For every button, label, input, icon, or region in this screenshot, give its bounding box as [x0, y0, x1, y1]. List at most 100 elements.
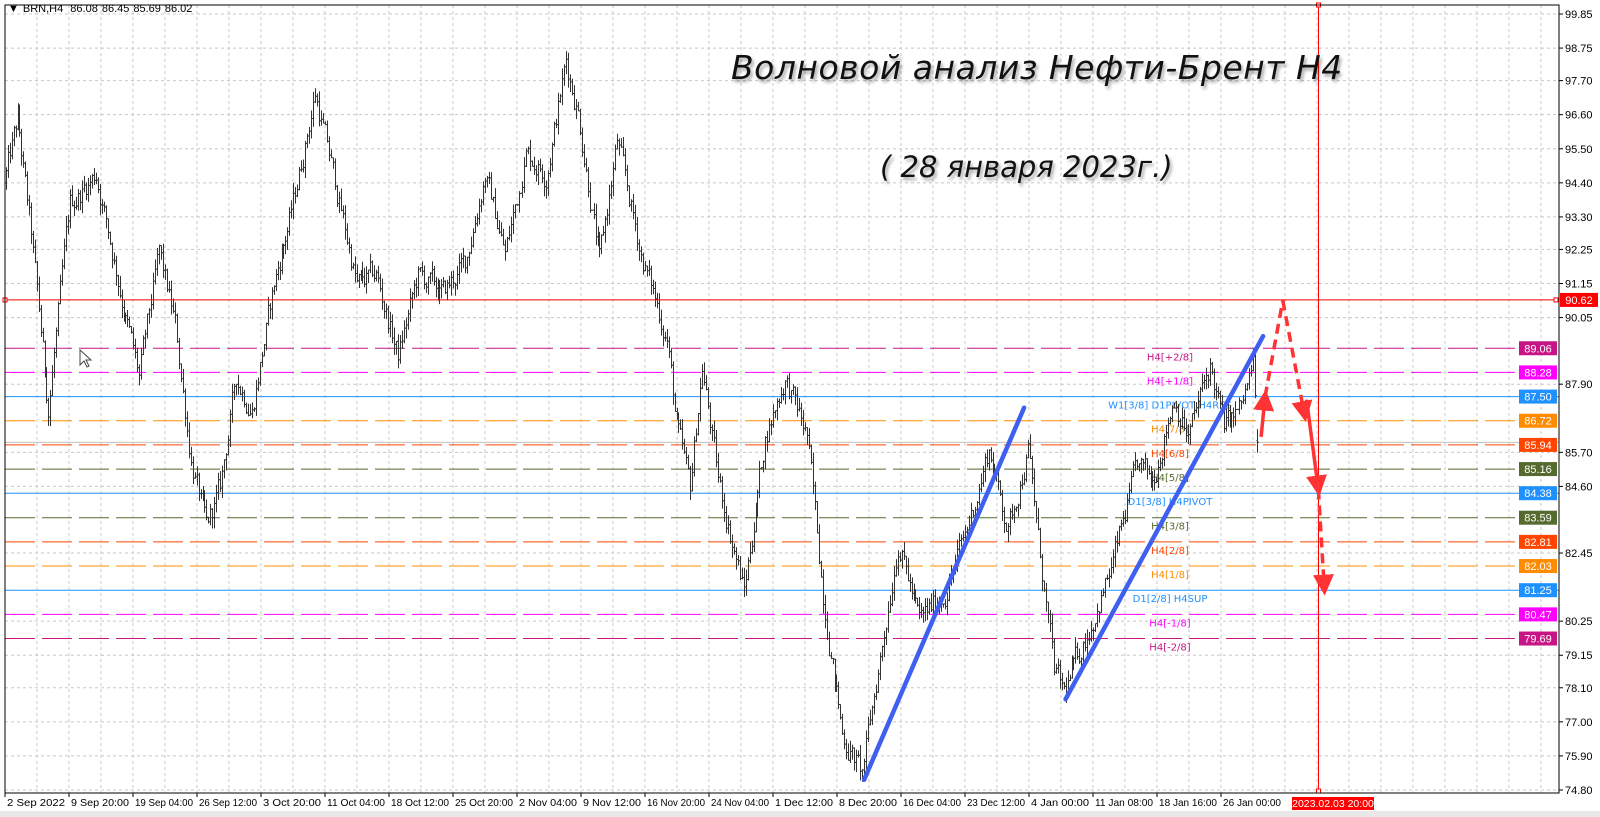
price-bar: [1108, 568, 1111, 588]
price-bar: [15, 125, 18, 138]
price-bar: [587, 167, 590, 198]
price-bar: [768, 418, 771, 443]
price-bar: [928, 598, 931, 615]
price-bar: [223, 459, 226, 479]
price-bar: [1225, 408, 1228, 432]
price-bar: [500, 222, 503, 237]
forecast-arrow[interactable]: [1304, 399, 1327, 497]
x-tick-label: 16 Dec 04:00: [903, 797, 961, 809]
price-bar: [464, 255, 467, 273]
price-bar: [365, 266, 368, 294]
price-bar: [265, 322, 268, 351]
vertical-line-handle[interactable]: [1316, 788, 1321, 794]
price-bar: [911, 577, 914, 600]
horizontal-line-handle[interactable]: [1553, 297, 1559, 303]
price-bar: [563, 64, 566, 86]
price-bar: [292, 182, 295, 220]
price-bar: [715, 429, 718, 468]
price-bar: [905, 555, 908, 575]
price-bar: [277, 260, 280, 281]
price-bar: [1120, 519, 1123, 531]
y-tick-label: 80.25: [1565, 616, 1593, 628]
level-price-tag: [1519, 486, 1557, 501]
price-bar: [65, 216, 68, 252]
forecast-arrow[interactable]: [1281, 300, 1313, 423]
price-bar: [42, 327, 45, 343]
price-bar: [344, 205, 347, 240]
price-bar: [810, 444, 813, 465]
price-bar: [1112, 549, 1115, 574]
price-bar: [701, 364, 704, 390]
price-bar: [452, 270, 455, 289]
price-bar: [798, 397, 801, 412]
price-axis[interactable]: 99.85 98.75 97.70 96.60 95.50 94.40 93.30 92.25…: [1559, 9, 1598, 797]
price-bar: [664, 331, 667, 342]
price-bar: [662, 325, 665, 347]
forecast-arrow[interactable]: [1253, 389, 1275, 438]
level-label: H4[5/8]: [1151, 473, 1189, 484]
price-bar: [255, 379, 258, 416]
price-bar: [960, 534, 963, 547]
forecast-arrow[interactable]: [1263, 300, 1285, 397]
price-bar: [302, 159, 305, 173]
x-tick-label: 9 Nov 12:00: [583, 797, 641, 809]
close-value: 86.02: [164, 3, 193, 15]
price-bar: [73, 200, 76, 217]
price-bar: [753, 522, 756, 553]
price-bar: [687, 454, 690, 470]
triangle-down-icon[interactable]: ▼: [8, 3, 19, 15]
price-bar: [822, 569, 825, 614]
price-bar: [1136, 459, 1139, 470]
price-bar: [820, 560, 823, 578]
price-bar: [658, 293, 661, 324]
symbol-label: BRN,H4: [22, 3, 64, 15]
price-bar: [512, 204, 515, 235]
price-bar: [215, 484, 218, 513]
price-bar: [859, 744, 862, 781]
price-bar: [326, 120, 329, 143]
price-bar: [1031, 455, 1034, 485]
price-bar: [924, 598, 927, 622]
price-bar: [1248, 367, 1251, 390]
low-value: 85.69: [133, 3, 161, 15]
price-bar: [1025, 454, 1028, 483]
trend-line[interactable]: [861, 405, 1027, 783]
drawings: [2, 2, 1559, 794]
price-bar: [660, 309, 663, 336]
price-bar: [632, 193, 635, 220]
price-bar: [926, 597, 929, 621]
price-bar: [506, 236, 509, 253]
price-bar: [1244, 383, 1247, 405]
x-tick-label: 2 Sep 2022: [7, 797, 65, 809]
price-bar: [731, 534, 734, 558]
level-label: W1[3/8] D1PIVOT H4RES: [1108, 401, 1232, 412]
price-bar: [604, 216, 607, 243]
price-bar: [788, 373, 791, 400]
price-bar: [38, 276, 41, 313]
price-bar: [393, 327, 396, 355]
time-axis[interactable]: 2 Sep 2022 9 Sep 20:00 19 Sep 04:00 26 Sep …: [4, 793, 1374, 810]
price-bar: [897, 550, 900, 576]
price-bar: [367, 269, 370, 284]
price-bar: [575, 98, 578, 120]
trend-line[interactable]: [1063, 333, 1266, 702]
price-bar: [1140, 457, 1143, 474]
forecast-arrow[interactable]: [1312, 489, 1334, 596]
price-bar: [20, 128, 23, 166]
price-bar: [468, 251, 471, 266]
price-bar: [800, 402, 803, 426]
price-bar: [391, 314, 394, 344]
price-bar: [178, 338, 181, 370]
price-bar: [146, 313, 149, 339]
price-bar: [316, 93, 319, 107]
price-bar: [261, 351, 264, 368]
price-bar: [184, 388, 187, 427]
level-label: H4[-1/8]: [1149, 618, 1190, 629]
x-tick-label: 11 Jan 08:00: [1095, 797, 1153, 809]
price-bar: [28, 195, 31, 216]
price-bar: [144, 329, 147, 349]
price-bar: [648, 260, 651, 276]
price-bar: [358, 273, 361, 288]
price-bar: [764, 436, 767, 469]
